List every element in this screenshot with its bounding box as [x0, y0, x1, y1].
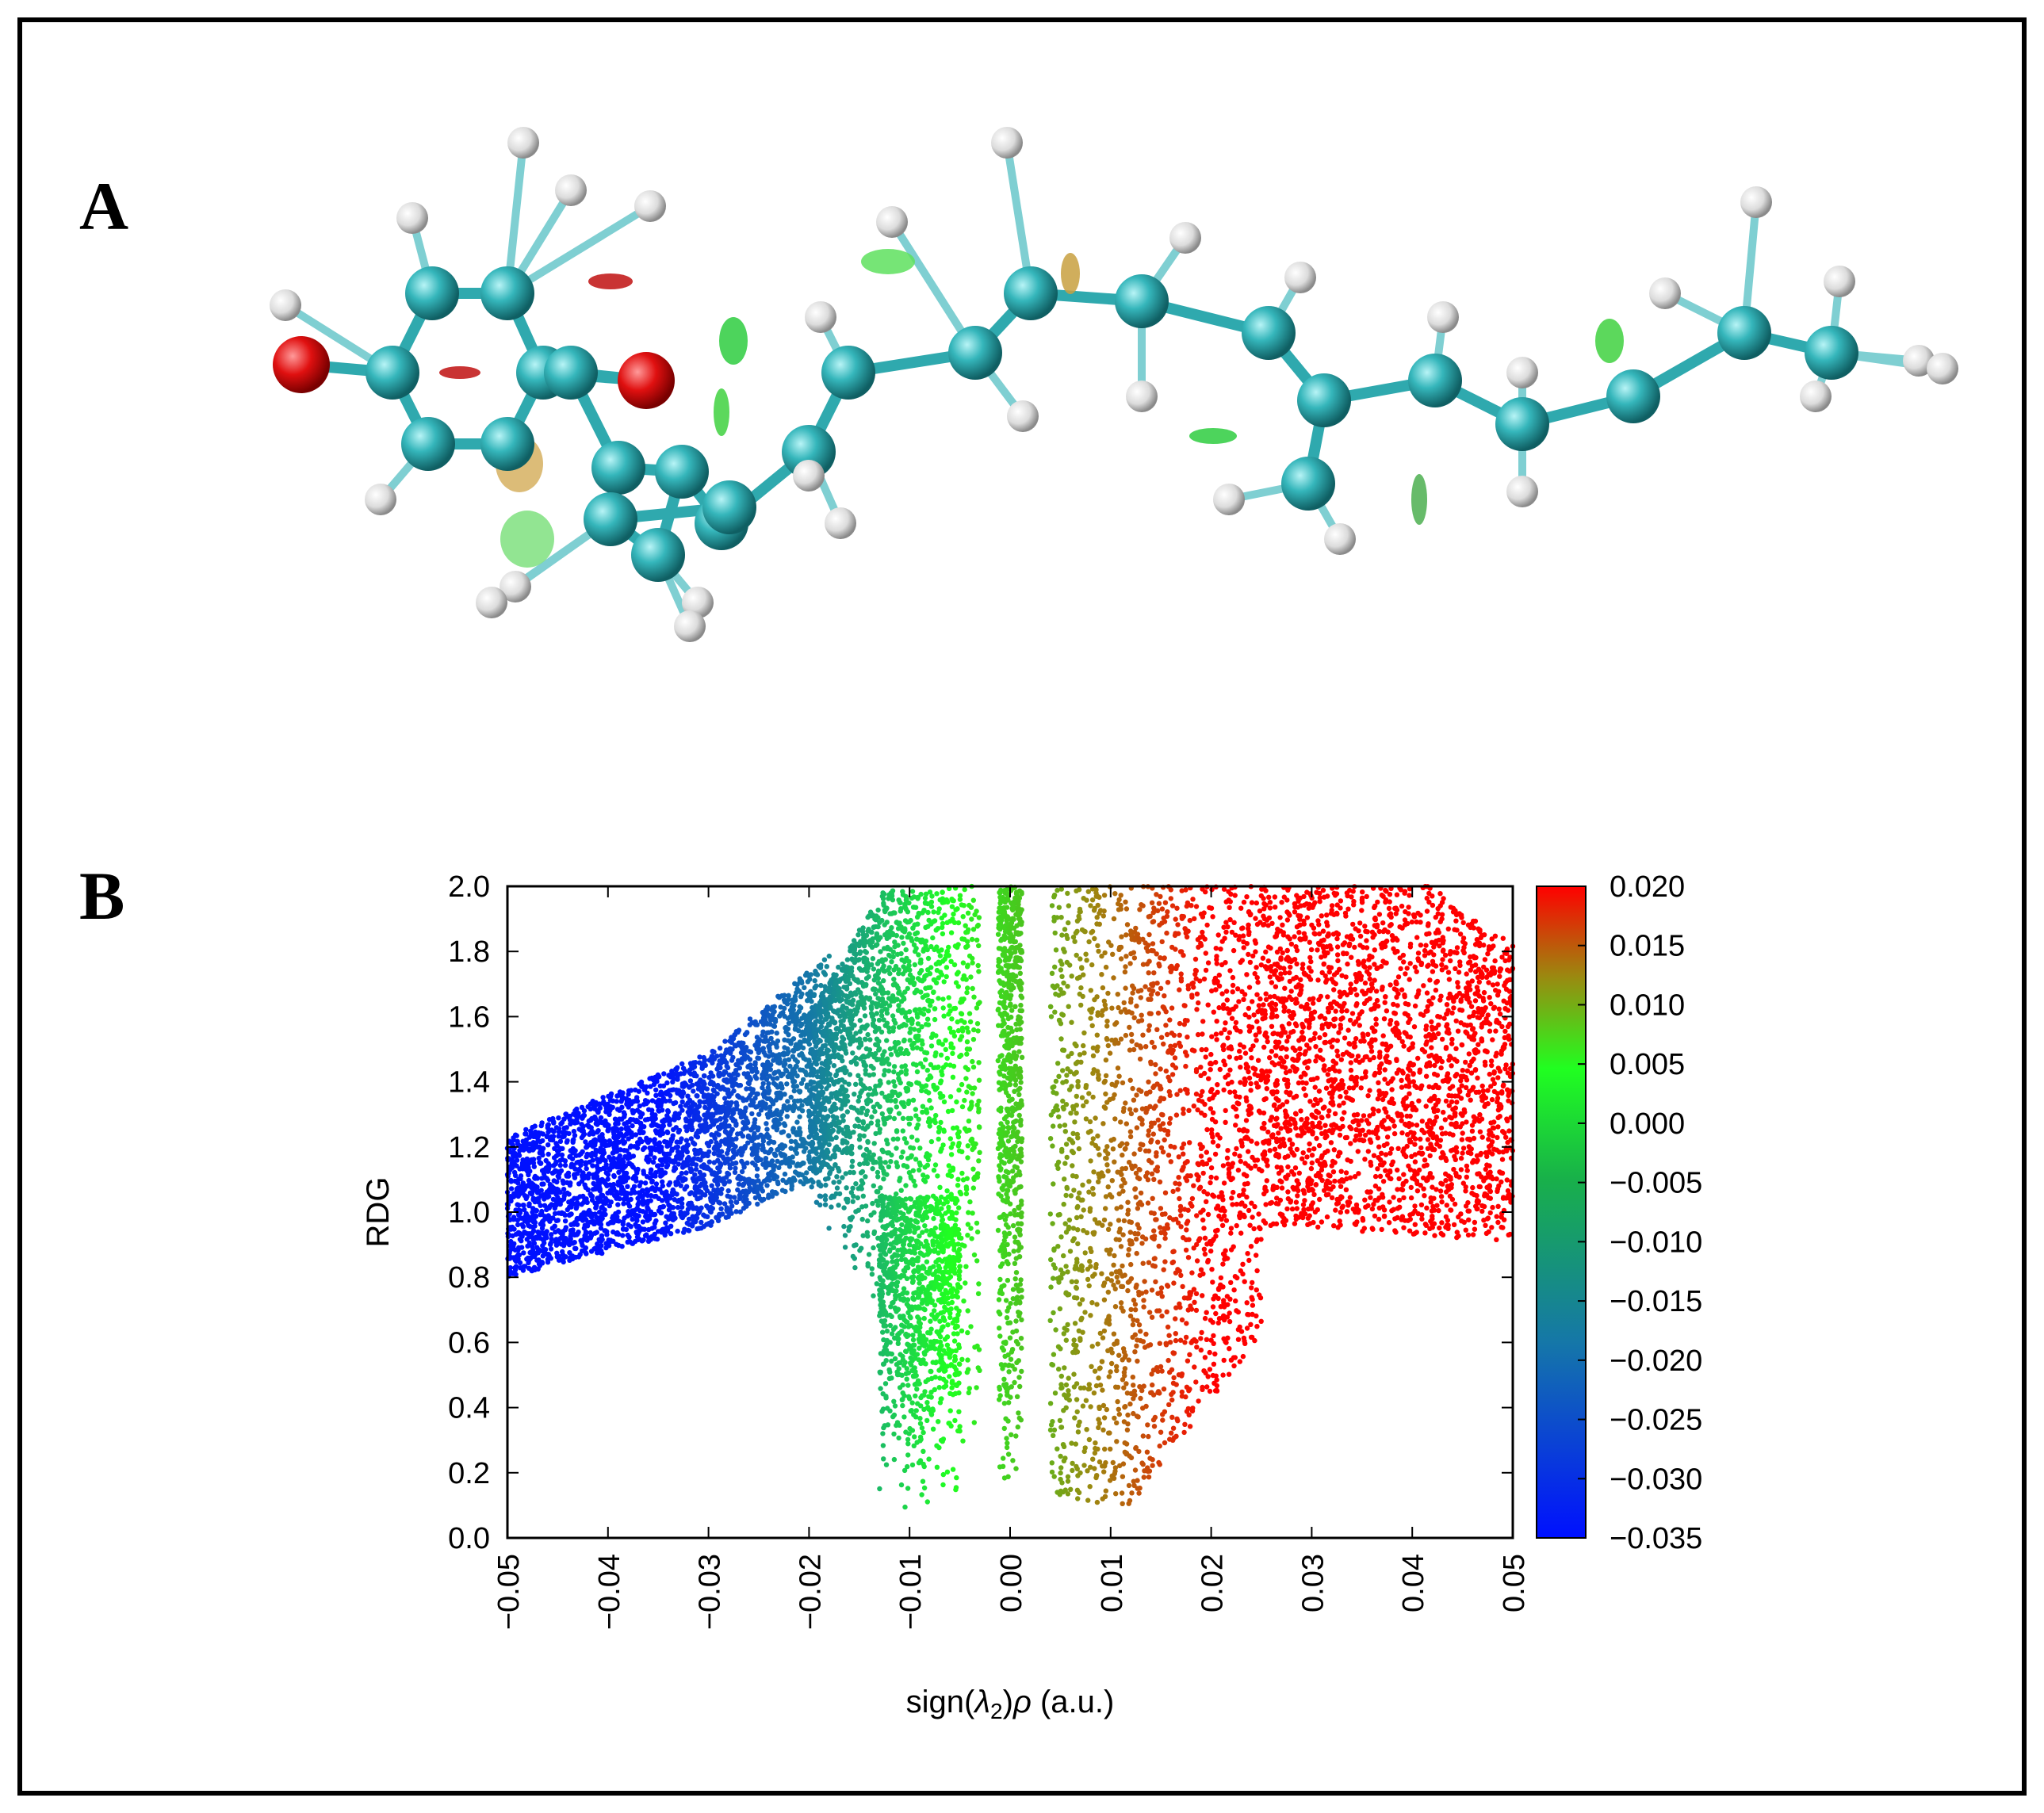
oxygen-atom: [273, 336, 330, 393]
carbon-atom: [1297, 373, 1351, 427]
hydrogen-atom: [270, 289, 301, 321]
carbon-atom: [401, 417, 455, 471]
hydrogen-atom: [1800, 381, 1832, 412]
carbon-atom: [821, 346, 875, 400]
nci-isosurface: [1411, 474, 1427, 525]
carbon-atom: [366, 346, 419, 400]
hydrogen-atom: [1324, 523, 1356, 555]
hydrogen-atom: [1169, 222, 1201, 254]
nci-isosurface: [861, 249, 915, 274]
carbon-atom: [702, 480, 756, 534]
hydrogen-atom: [476, 587, 507, 618]
carbon-atom: [948, 326, 1002, 380]
carbon-atom: [1495, 397, 1549, 451]
hydrogen-atom: [991, 127, 1023, 159]
hydrogen-atom: [365, 484, 396, 515]
carbon-atom: [1115, 274, 1169, 328]
carbon-atom: [480, 417, 534, 471]
hydrogen-atom: [1649, 277, 1681, 309]
panel-label-b: B: [79, 858, 125, 934]
carbon-atom: [1281, 457, 1335, 511]
nci-isosurface: [714, 388, 729, 436]
hydrogen-atom: [1007, 400, 1039, 432]
hydrogen-atom: [396, 202, 428, 234]
nci-isosurface: [719, 317, 748, 365]
hydrogen-atom: [634, 190, 666, 222]
hydrogen-atom: [1824, 266, 1855, 297]
carbon-atom: [1242, 306, 1296, 360]
nci-isosurface: [1189, 428, 1237, 444]
carbon-atom: [591, 441, 645, 495]
hydrogen-atom: [507, 127, 539, 159]
nci-isosurface: [588, 273, 633, 289]
nci-isosurface: [500, 511, 554, 568]
hydrogen-atom: [1126, 381, 1158, 412]
hydrogen-atom: [1284, 262, 1316, 293]
hydrogen-atom: [1506, 476, 1538, 507]
hydrogen-atom: [1506, 357, 1538, 388]
hydrogen-atom: [793, 460, 825, 491]
carbon-atom: [1805, 326, 1858, 380]
hydrogen-atom: [1427, 301, 1459, 333]
carbon-atom: [405, 266, 459, 320]
hydrogen-atom: [674, 610, 706, 642]
hydrogen-atom: [1927, 353, 1958, 384]
hydrogen-atom: [555, 174, 587, 206]
carbon-atom: [480, 266, 534, 320]
hydrogen-atom: [1740, 186, 1772, 218]
carbon-atom: [655, 445, 709, 499]
nci-isosurface: [439, 366, 480, 379]
carbon-atom: [1717, 306, 1771, 360]
hydrogen-atom: [805, 301, 836, 333]
carbon-atom: [1408, 354, 1462, 407]
carbon-atom: [584, 492, 637, 546]
nci-isosurface: [1061, 253, 1080, 294]
nci-isosurface: [1595, 319, 1624, 363]
molecule-3d-structure: [270, 127, 1958, 642]
carbon-atom: [1004, 266, 1058, 320]
carbon-atom: [631, 528, 685, 582]
carbon-atom: [1606, 369, 1660, 423]
oxygen-atom: [618, 352, 675, 409]
carbon-atom: [544, 346, 598, 400]
hydrogen-atom: [825, 507, 856, 539]
hydrogen-atom: [876, 206, 908, 238]
hydrogen-atom: [1213, 484, 1245, 515]
